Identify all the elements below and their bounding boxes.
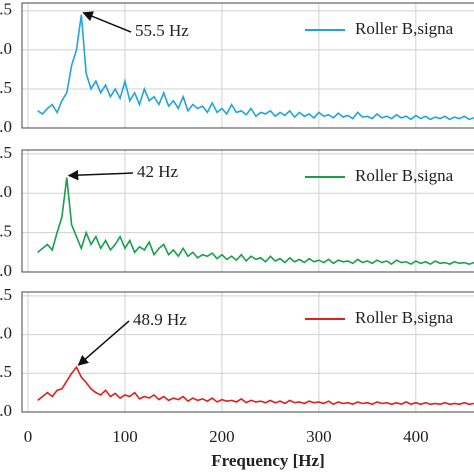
y-tick-label: 1.5 bbox=[0, 0, 12, 19]
x-tick-label: 100 bbox=[112, 427, 138, 446]
plot-frame bbox=[21, 149, 474, 273]
y-tick-label: 1.0 bbox=[0, 39, 12, 58]
y-tick-label: 0.0 bbox=[0, 401, 12, 420]
spectrum-line bbox=[37, 14, 474, 121]
spectrum-line bbox=[37, 177, 474, 266]
y-tick-label: 0.5 bbox=[0, 222, 12, 241]
y-tick-label: 0.5 bbox=[0, 78, 12, 97]
y-tick-label: 0.0 bbox=[0, 261, 12, 280]
annotation-arrow bbox=[82, 11, 132, 33]
legend-label: Roller B,signa bbox=[355, 308, 454, 327]
plot-frame bbox=[21, 291, 474, 413]
legend-label: Roller B,signa bbox=[355, 19, 454, 38]
y-tick-label: 1.0 bbox=[0, 323, 12, 342]
legend-label: Roller B,signa bbox=[355, 166, 454, 185]
x-axis-label: Frequency [Hz] bbox=[211, 451, 324, 470]
annotation: 48.9 Hz bbox=[133, 310, 187, 329]
x-tick-label: 0 bbox=[24, 427, 33, 446]
plot-frame bbox=[21, 2, 474, 129]
x-tick-label: 200 bbox=[209, 427, 235, 446]
y-tick-label: 0.0 bbox=[0, 117, 12, 136]
x-tick-label: 400 bbox=[403, 427, 429, 446]
annotation: 55.5 Hz bbox=[135, 21, 189, 40]
spectrum-line bbox=[37, 365, 474, 406]
y-tick-label: 1.5 bbox=[0, 285, 12, 304]
y-tick-label: 1.5 bbox=[0, 143, 12, 162]
annotation-arrow bbox=[67, 169, 134, 181]
y-tick-label: 0.5 bbox=[0, 362, 12, 381]
annotation-arrow bbox=[77, 320, 130, 366]
x-tick-label: 300 bbox=[306, 427, 332, 446]
y-tick-label: 1.0 bbox=[0, 182, 12, 201]
annotation: 42 Hz bbox=[137, 162, 179, 181]
